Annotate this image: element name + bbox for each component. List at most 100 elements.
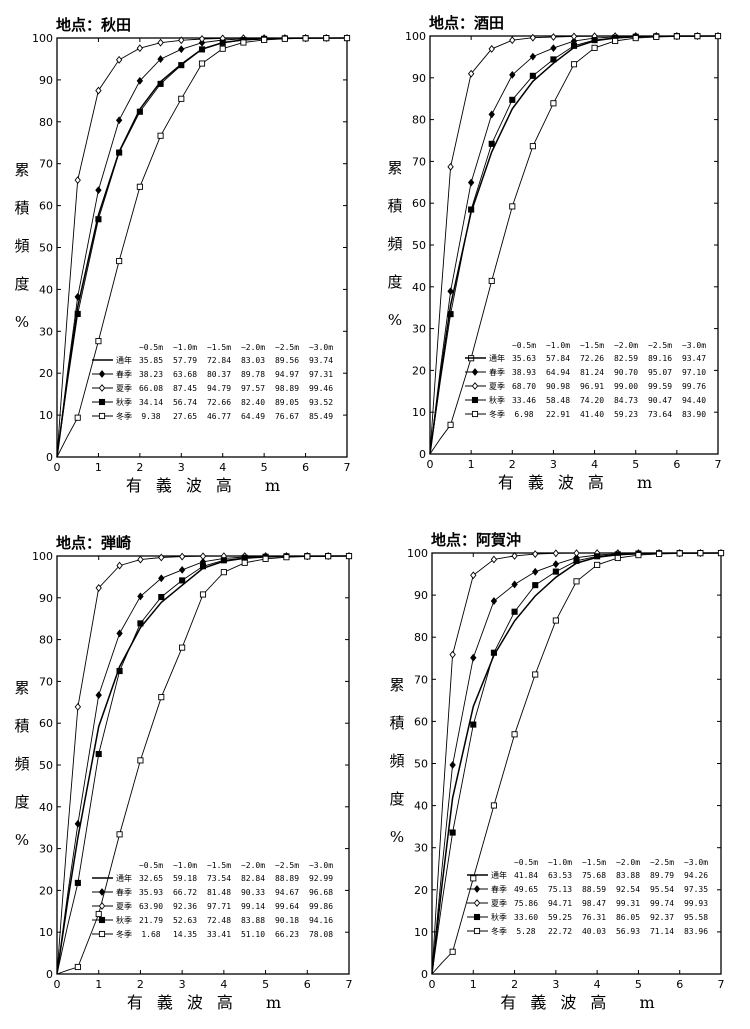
legend-label: 春季	[489, 367, 505, 377]
x-tick-label: 5	[261, 461, 268, 474]
data-point	[532, 550, 539, 559]
x-tick-label: 1	[470, 978, 477, 991]
table-cell: 89.79	[650, 871, 674, 880]
data-point	[447, 287, 454, 296]
y-tick-label: 0	[421, 968, 428, 981]
x-tick-label: 4	[220, 978, 227, 991]
data-point	[552, 549, 560, 558]
table-cell: 51.10	[241, 930, 265, 939]
data-point	[74, 702, 82, 711]
y-axis-label-char: 積	[389, 714, 404, 732]
data-point	[157, 80, 164, 87]
data-point	[323, 35, 330, 42]
table-cell: 75.13	[548, 885, 572, 894]
y-axis-label-char: 度	[14, 793, 29, 811]
x-tick-label: 4	[219, 461, 226, 474]
table-header: ~1.5m	[582, 858, 606, 867]
legend-marker	[98, 398, 106, 406]
y-tick-label: 40	[39, 801, 53, 814]
legend-marker	[98, 902, 106, 910]
data-point	[261, 36, 268, 43]
data-point	[714, 33, 722, 40]
table-cell: 89.56	[275, 356, 299, 365]
data-point	[449, 650, 456, 659]
series-line-4	[56, 555, 350, 975]
table-cell: 52.63	[173, 916, 197, 925]
data-point	[116, 629, 123, 638]
y-tick-label: 20	[414, 884, 428, 897]
x-tick-label: 1	[468, 458, 475, 471]
data-point	[488, 140, 495, 147]
table-cell: 72.84	[207, 356, 231, 365]
data-point	[550, 33, 557, 41]
series-line-4	[431, 552, 721, 975]
table-cell: 1.68	[141, 930, 160, 939]
table-cell: 34.14	[139, 398, 163, 407]
legend-marker	[473, 885, 481, 893]
data-point	[325, 553, 332, 560]
y-axis-label-char: 累	[387, 159, 402, 177]
table-cell: 97.57	[241, 384, 265, 393]
table-cell: 59.25	[548, 913, 572, 922]
plot-frame	[56, 37, 348, 458]
table-cell: 94.16	[309, 916, 333, 925]
data-point	[158, 593, 165, 601]
table-cell: 94.79	[207, 384, 231, 393]
data-point	[449, 829, 456, 836]
data-point	[74, 414, 81, 421]
data-point	[137, 592, 144, 601]
chart-panel-3: 地点：弾崎 0 10 20 30 40 50 60 70 80 90 100 0 1 2 3 4 5 6 7 有義波高 …	[14, 534, 352, 1012]
data-point	[529, 33, 537, 42]
table-cell: 90.33	[241, 888, 265, 897]
series-line-1	[429, 35, 719, 455]
data-point	[591, 44, 598, 51]
y-tick-label: 10	[39, 926, 53, 939]
table-cell: 46.77	[207, 412, 231, 421]
table-cell: 99.64	[275, 902, 299, 911]
table-cell: 66.08	[139, 384, 163, 393]
x-tick-label: 0	[429, 978, 436, 991]
legend-marker	[471, 410, 479, 418]
data-point	[220, 569, 227, 576]
series-line-2	[56, 37, 347, 458]
series-line-5	[429, 35, 719, 455]
table-cell: 75.68	[582, 871, 606, 880]
data-point	[656, 550, 663, 557]
x-tick-label: 0	[54, 461, 61, 474]
table-cell: 76.31	[582, 913, 606, 922]
chart-panel-1: 地点：秋田 0 10 20 30 40 50 60 70 80 90 100 0 1 2 3 4 5 6 7 有義波高 …	[14, 16, 350, 495]
legend-label: 通年	[116, 873, 132, 883]
legend-label: 夏季	[116, 383, 132, 393]
data-point	[137, 555, 144, 564]
series-line-5	[56, 37, 347, 458]
table-cell: 35.93	[139, 888, 163, 897]
table-header: ~2.0m	[241, 861, 265, 870]
legend-marker	[471, 382, 479, 390]
table-cell: 92.54	[616, 885, 640, 894]
data-point	[447, 162, 454, 171]
table-cell: 89.05	[275, 398, 299, 407]
table-cell: 99.76	[682, 382, 706, 391]
x-tick-label: 3	[552, 978, 559, 991]
y-tick-label: 60	[39, 717, 53, 730]
data-point	[178, 95, 185, 102]
table-header: ~1.0m	[548, 858, 572, 867]
data-point	[115, 55, 123, 64]
table-cell: 78.08	[309, 930, 333, 939]
data-point	[529, 52, 537, 61]
y-tick-label: 70	[414, 673, 428, 686]
legend-marker	[98, 370, 106, 378]
table-cell: 89.16	[648, 354, 672, 363]
x-tick-label: 6	[304, 978, 311, 991]
table-cell: 94.71	[548, 899, 572, 908]
table-cell: 73.54	[207, 874, 231, 883]
y-tick-label: 30	[39, 325, 53, 338]
y-tick-label: 60	[39, 200, 53, 213]
y-tick-label: 60	[412, 197, 426, 210]
table-cell: 99.74	[650, 899, 674, 908]
table-cell: 5.28	[516, 927, 535, 936]
data-point	[95, 216, 102, 223]
y-tick-label: 80	[39, 634, 53, 647]
y-tick-label: 100	[407, 547, 428, 560]
table-header: ~0.5m	[512, 341, 536, 350]
